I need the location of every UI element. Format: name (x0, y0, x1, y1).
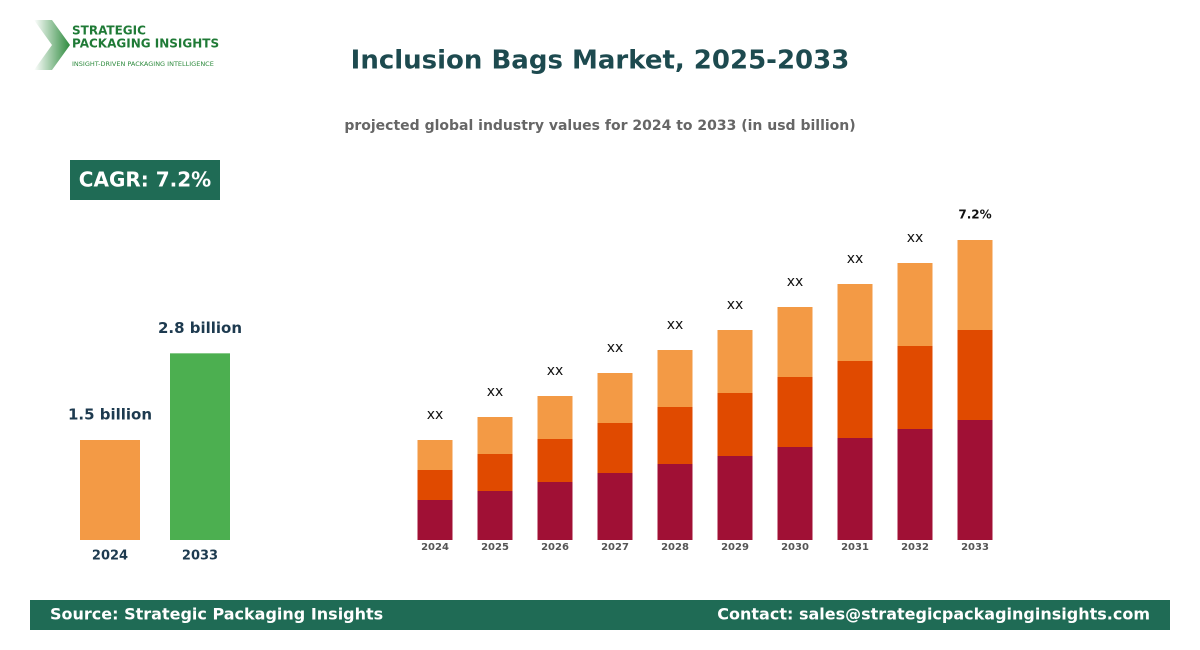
bar-segment (537, 439, 573, 482)
bar-segment (957, 420, 993, 540)
x-tick-label: 2024 (92, 549, 128, 564)
bar-top-label: xx (487, 384, 504, 400)
bar-segment (897, 263, 933, 346)
x-tick-label: 2028 (661, 542, 689, 553)
bar-top-label: xx (667, 317, 684, 333)
x-tick-label: 2033 (182, 549, 218, 564)
cagr-badge: CAGR: 7.2% (79, 168, 211, 192)
bar-segment (477, 491, 513, 540)
bar-top-label: xx (907, 230, 924, 246)
bar-segment (717, 456, 753, 540)
bar-segment (477, 417, 513, 454)
bar-segment (777, 307, 813, 377)
bar-segment (657, 407, 693, 464)
x-tick-label: 2033 (961, 542, 989, 553)
x-tick-label: 2030 (781, 542, 809, 553)
bar-segment (597, 373, 633, 423)
value-label: 2.8 billion (158, 319, 242, 337)
x-tick-label: 2025 (481, 542, 509, 553)
bar-segment (537, 482, 573, 540)
bar-segment (417, 500, 453, 540)
bar-segment (477, 454, 513, 491)
bar-top-label: xx (787, 274, 804, 290)
title: Inclusion Bags Market, 2025-2033 (351, 46, 850, 76)
x-tick-label: 2027 (601, 542, 629, 553)
x-tick-label: 2024 (421, 542, 449, 553)
bar-segment (777, 447, 813, 540)
bar-segment (957, 330, 993, 420)
bar-segment (417, 440, 453, 470)
bar-top-label: xx (427, 407, 444, 423)
logo-name: STRATEGIC (72, 24, 146, 38)
bar-top-label: xx (607, 340, 624, 356)
bar-segment (837, 284, 873, 361)
bar-segment (897, 346, 933, 429)
badge-bg (70, 160, 220, 200)
bar-segment (597, 473, 633, 540)
x-tick-label: 2026 (541, 542, 569, 553)
bar (170, 353, 230, 540)
bar-segment (897, 429, 933, 540)
logo-icon (34, 20, 70, 70)
bar-top-label: xx (727, 297, 744, 313)
bar-segment (957, 240, 993, 330)
bar-segment (657, 464, 693, 540)
bar-segment (537, 396, 573, 439)
footer-source: Source: Strategic Packaging Insights (50, 605, 383, 624)
logo-tagline: INSIGHT-DRIVEN PACKAGING INTELLIGENCE (72, 60, 214, 68)
x-tick-label: 2029 (721, 542, 749, 553)
bar-segment (777, 377, 813, 447)
bar-segment (597, 423, 633, 473)
logo: STRATEGIC PACKAGING INSIGHTS INSIGHT-DRI… (34, 20, 219, 70)
x-tick-label: 2032 (901, 542, 929, 553)
subtitle: projected global industry values for 202… (344, 118, 855, 134)
x-tick-label: 2031 (841, 542, 869, 553)
bar-segment (417, 470, 453, 500)
bar-top-label: xx (847, 251, 864, 267)
bar-top-label: xx (547, 363, 564, 379)
bar-segment (657, 350, 693, 407)
bar-segment (837, 438, 873, 540)
footer-contact: Contact: sales@strategicpackaginginsight… (717, 605, 1150, 624)
charts: 1.5 billion 2024 2.8 billion 2033 xx 2024 xx 20… (68, 208, 993, 564)
footer-bar (30, 600, 1170, 630)
bar-segment (837, 361, 873, 438)
bar-segment (717, 393, 753, 456)
value-label: 1.5 billion (68, 406, 152, 424)
bar-top-label: 7.2% (958, 208, 991, 222)
bar-segment (717, 330, 753, 393)
logo-name: PACKAGING INSIGHTS (72, 37, 219, 51)
bar (80, 440, 140, 540)
